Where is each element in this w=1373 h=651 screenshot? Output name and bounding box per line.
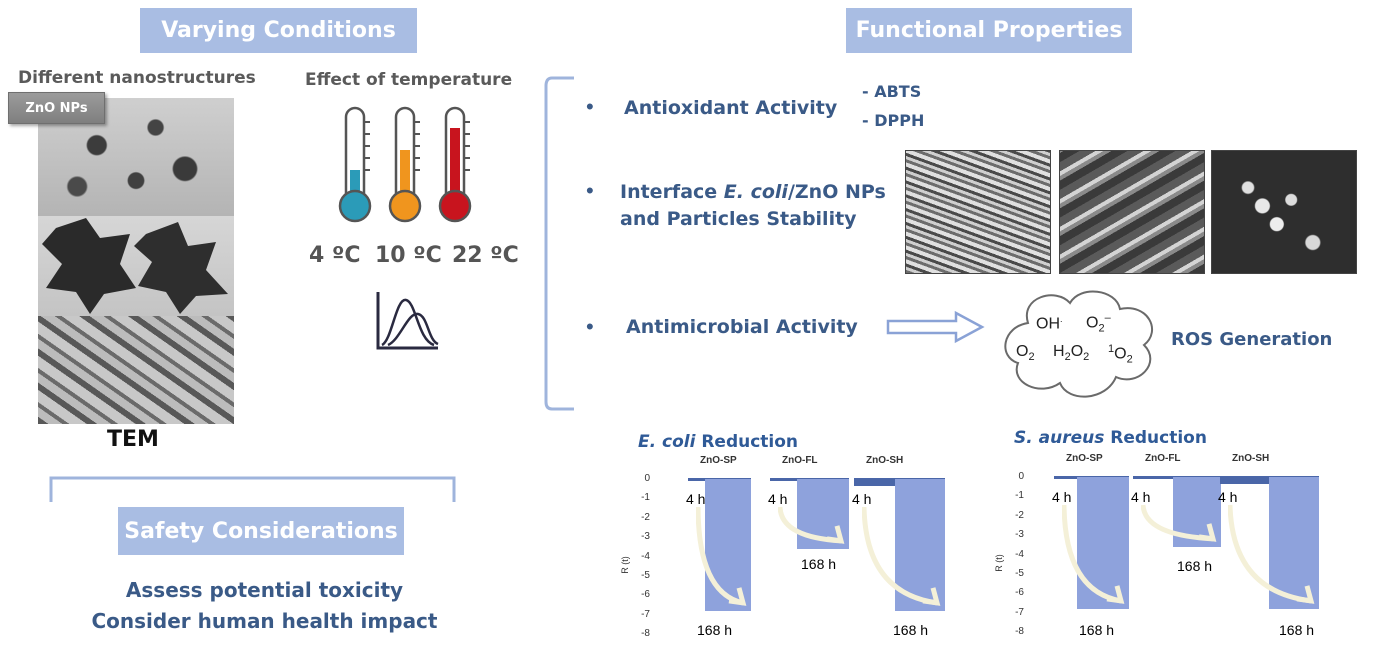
thermometers-graphic xyxy=(338,106,472,223)
ros-o2: O2 xyxy=(1016,343,1035,364)
bullet-1: • xyxy=(586,94,594,119)
saureus-ytick: -2 xyxy=(1015,509,1024,521)
hollow-arrow-icon xyxy=(886,310,985,344)
interface-species: E. coli xyxy=(723,181,788,203)
flower-particles-graphic xyxy=(42,218,228,314)
functional-properties-banner: Functional Properties xyxy=(846,8,1132,53)
temp-label-10: 10 ºC xyxy=(375,243,442,268)
ecoli-ytick: -7 xyxy=(641,608,650,620)
tem-image-flowers xyxy=(38,216,234,316)
distribution-curves-icon xyxy=(376,292,439,350)
saureus-label-4h: 4 h xyxy=(1131,489,1151,505)
ecoli-ylabel: R (t) xyxy=(619,556,630,575)
tem-image-sheets xyxy=(38,316,234,424)
safety-line-1: Assess potential toxicity xyxy=(125,578,404,602)
ecoli-ytick: -8 xyxy=(641,628,650,640)
temperature-label: Effect of temperature xyxy=(305,70,513,90)
saureus-label-168h: 168 h xyxy=(1177,558,1213,574)
safety-line-2: Consider human health impact xyxy=(91,609,438,633)
ecoli-label-4h: 4 h xyxy=(686,491,706,507)
ecoli-label-168h: 168 h xyxy=(893,622,929,638)
saureus-ylabel: R (t) xyxy=(993,554,1004,573)
saureus-ytick: -4 xyxy=(1015,548,1024,560)
assay-abts: - ABTS xyxy=(862,82,922,101)
nanostructures-label: Different nanostructures xyxy=(18,68,256,88)
interface-prefix: Interface xyxy=(620,181,724,203)
safety-banner: Safety Considerations xyxy=(118,507,404,555)
tem-label: TEM xyxy=(107,427,159,452)
ecoli-ytick: -1 xyxy=(641,492,650,504)
saureus-ytick: -3 xyxy=(1015,529,1024,541)
saureus-label-4h: 4 h xyxy=(1218,489,1238,505)
zno-nps-tag: ZnO NPs xyxy=(8,92,105,124)
saureus-ytick: -7 xyxy=(1015,606,1024,618)
ecoli-curved-arrow-icon xyxy=(778,506,845,544)
ros-superoxide: O2– xyxy=(1086,312,1111,335)
saureus-label-168h: 168 h xyxy=(1279,622,1315,638)
ros-cloud-icon xyxy=(1004,290,1154,398)
temp-label-22: 22 ºC xyxy=(452,243,519,268)
ecoli-ytick: -5 xyxy=(641,570,650,581)
ecoli-ytick: -6 xyxy=(641,589,650,601)
antioxidant-label: Antioxidant Activity xyxy=(624,97,838,119)
ecoli-ytick: 0 xyxy=(644,473,650,484)
saureus-label-168h: 168 h xyxy=(1079,622,1115,638)
saureus-ytick: -8 xyxy=(1015,626,1024,638)
saureus-bar-168h xyxy=(1269,477,1319,609)
ros-oh: OH. xyxy=(1036,314,1063,333)
ecoli-curved-arrow-icon xyxy=(862,506,941,606)
saureus-ytick: -1 xyxy=(1015,490,1024,502)
bullet-2: • xyxy=(586,178,594,203)
ros-generation-label: ROS Generation xyxy=(1171,329,1333,350)
interface-label: Interface E. coli/ZnO NPs and Particles … xyxy=(620,179,886,233)
properties-brace xyxy=(544,76,574,411)
saureus-chart-title: S. aureus Reduction xyxy=(1014,428,1207,448)
ecoli-ytick: -2 xyxy=(641,511,650,523)
assay-dpph: - DPPH xyxy=(862,111,925,130)
ecoli-category-label: ZnO-FL xyxy=(782,455,818,466)
saureus-title-species: S. aureus xyxy=(1014,428,1105,448)
saureus-category-label: ZnO-FL xyxy=(1145,453,1181,464)
ros-h2o2: H2O2 xyxy=(1053,343,1090,364)
ecoli-ytick: -3 xyxy=(641,531,650,543)
saureus-curved-arrow-icon xyxy=(1141,504,1217,542)
sem-image-2 xyxy=(1059,150,1205,274)
thermometer-cold-icon xyxy=(338,106,372,223)
ecoli-chart-title: E. coli Reduction xyxy=(638,432,799,452)
ecoli-label-4h: 4 h xyxy=(768,491,788,507)
sem-image-3 xyxy=(1211,150,1357,274)
ecoli-label-168h: 168 h xyxy=(697,622,733,638)
ecoli-curved-arrow-icon xyxy=(696,506,747,606)
interface-suffix: /ZnO NPs xyxy=(787,181,886,203)
antimicrobial-label: Antimicrobial Activity xyxy=(626,316,858,338)
ecoli-label-4h: 4 h xyxy=(852,491,872,507)
saureus-label-4h: 4 h xyxy=(1052,489,1072,505)
thermometer-hot-icon xyxy=(438,106,472,223)
saureus-ytick: -6 xyxy=(1015,587,1024,599)
thermometer-mid-icon xyxy=(388,106,422,223)
ecoli-label-168h: 168 h xyxy=(801,556,837,572)
bullet-3: • xyxy=(586,314,594,339)
ros-singlet-oxygen: 1O2 xyxy=(1108,343,1133,366)
saureus-curved-arrow-icon xyxy=(1062,504,1125,604)
temp-label-4: 4 ºC xyxy=(309,243,361,268)
ecoli-ytick: -4 xyxy=(641,550,650,562)
varying-conditions-banner: Varying Conditions xyxy=(140,8,417,53)
ecoli-category-label: ZnO-SP xyxy=(700,455,737,466)
sem-image-1 xyxy=(905,150,1051,274)
saureus-category-label: ZnO-SH xyxy=(1232,453,1270,464)
safety-bracket xyxy=(49,476,456,502)
saureus-category-label: ZnO-SP xyxy=(1066,453,1103,464)
ecoli-category-label: ZnO-SH xyxy=(866,455,904,466)
saureus-ytick: -5 xyxy=(1015,568,1024,579)
saureus-curved-arrow-icon xyxy=(1228,504,1315,604)
ecoli-title-species: E. coli xyxy=(638,432,696,452)
saureus-bar-168h xyxy=(1077,477,1129,609)
interface-line-2: and Particles Stability xyxy=(620,208,857,230)
ecoli-bar-168h xyxy=(705,479,751,611)
saureus-ytick: 0 xyxy=(1018,471,1024,482)
